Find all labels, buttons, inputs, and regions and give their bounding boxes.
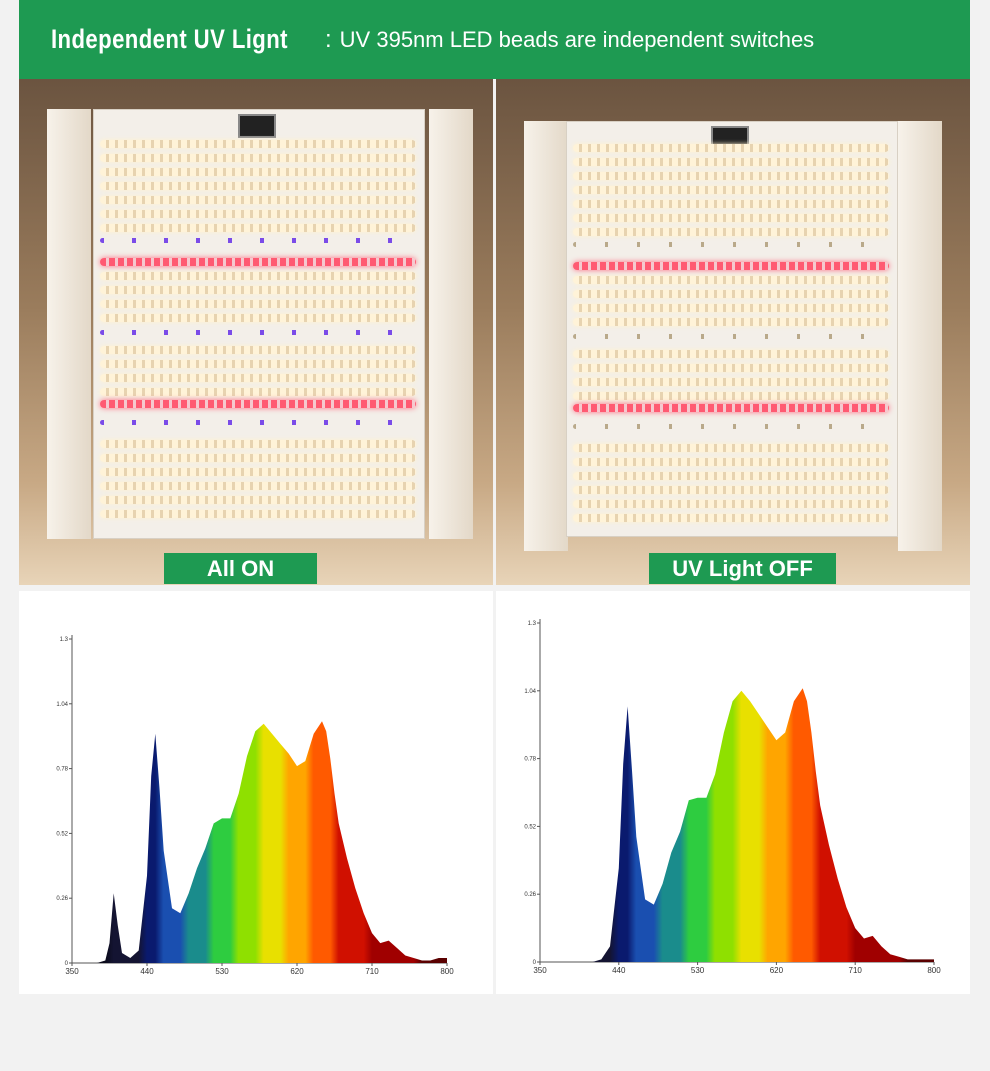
led-row-white: [573, 304, 889, 312]
x-tick-label: 620: [770, 966, 784, 975]
led-row-white: [573, 144, 889, 152]
spectrum-chart-all-on: 0 0.26 0.52 0.78 1.04 1.3 350 440 530 620 710 800: [56, 635, 454, 976]
x-tick-label: 530: [691, 966, 705, 975]
reflector-wing-right: [429, 109, 473, 539]
spectrum-area: [72, 721, 447, 963]
x-tick-label: 620: [290, 967, 304, 976]
banner-title: Independent UV Lignt: [51, 24, 288, 54]
reflector-wing-right: [898, 121, 942, 551]
led-row-white: [100, 510, 416, 518]
led-row-red: [100, 400, 416, 408]
led-row-white: [573, 214, 889, 222]
x-tick-label: 800: [927, 966, 941, 975]
header-banner: Independent UV Lignt : UV 395nm LED bead…: [19, 0, 970, 79]
led-row-white: [573, 186, 889, 194]
y-tick-label: 0.52: [56, 831, 68, 837]
led-row-white: [100, 468, 416, 476]
x-tick-label: 350: [533, 966, 547, 975]
led-row-white: [100, 154, 416, 162]
led-row-white: [100, 496, 416, 504]
led-row-white: [573, 472, 889, 480]
banner-separator: :: [325, 25, 332, 53]
led-row-uv: [100, 420, 416, 425]
led-row-white: [573, 392, 889, 400]
x-tick-label: 710: [365, 967, 379, 976]
x-tick-label: 350: [65, 967, 79, 976]
led-row-uv: [100, 238, 416, 243]
led-row-white: [100, 454, 416, 462]
led-row-white: [573, 378, 889, 386]
y-tick-label: 0.78: [56, 767, 68, 773]
y-tick-label: 1.04: [56, 702, 68, 708]
banner-subtitle: UV 395nm LED beads are independent switc…: [339, 26, 815, 52]
x-tick-label: 440: [612, 966, 626, 975]
spectrum-chart-panel-uv-off: 0 0.26 0.52 0.78 1.04 1.3 350 440 530 620 710 800: [496, 591, 970, 994]
y-tick-label: 1.3: [528, 621, 537, 627]
led-row-white: [100, 182, 416, 190]
spectrum-area: [540, 688, 934, 962]
led-row-white: [100, 360, 416, 368]
led-row-white: [573, 200, 889, 208]
led-row-white: [573, 444, 889, 452]
x-tick-label: 530: [215, 967, 229, 976]
x-tick-label: 440: [140, 967, 154, 976]
led-row-white: [573, 172, 889, 180]
y-tick-label: 0.78: [524, 757, 536, 763]
led-row-white: [100, 388, 416, 396]
y-tick-label: 0: [65, 961, 69, 967]
spectrum-chart-panel-all-on: 0 0.26 0.52 0.78 1.04 1.3 350 440 530 620 710 800: [19, 591, 493, 994]
power-connector: [238, 114, 276, 138]
led-row-white: [573, 158, 889, 166]
y-tick-label: 1.04: [524, 689, 536, 695]
led-row-white: [100, 314, 416, 322]
reflector-wing-left: [47, 109, 91, 539]
led-board: [93, 109, 425, 539]
led-board: [566, 121, 898, 537]
led-row-white: [100, 300, 416, 308]
led-row-uv: [100, 330, 416, 335]
y-tick-label: 0.26: [56, 896, 68, 902]
led-row-white: [100, 224, 416, 232]
led-row-uv: [573, 242, 889, 247]
led-row-red: [100, 258, 416, 266]
led-row-white: [100, 374, 416, 382]
led-row-white: [100, 482, 416, 490]
y-tick-label: 0.52: [524, 824, 536, 830]
led-row-red: [573, 404, 889, 412]
led-row-white: [100, 196, 416, 204]
label-all-on: All ON: [164, 553, 317, 584]
led-row-white: [573, 486, 889, 494]
led-row-white: [573, 276, 889, 284]
spectrum-chart-uv-off: 0 0.26 0.52 0.78 1.04 1.3 350 440 530 620 710 800: [524, 619, 941, 975]
led-row-white: [573, 500, 889, 508]
led-row-white: [573, 228, 889, 236]
led-row-white: [100, 140, 416, 148]
led-row-white: [100, 168, 416, 176]
y-tick-label: 1.3: [60, 637, 69, 643]
led-row-white: [100, 440, 416, 448]
led-row-red: [573, 262, 889, 270]
led-row-uv: [573, 424, 889, 429]
led-row-white: [100, 346, 416, 354]
led-row-white: [100, 286, 416, 294]
label-uv-off: UV Light OFF: [649, 553, 836, 584]
led-row-white: [573, 364, 889, 372]
x-tick-label: 710: [849, 966, 863, 975]
led-row-white: [573, 290, 889, 298]
led-board-photo-uv-off: [496, 79, 970, 585]
led-row-white: [573, 458, 889, 466]
x-tick-label: 800: [440, 967, 454, 976]
led-row-white: [573, 514, 889, 522]
led-row-white: [573, 318, 889, 326]
y-tick-label: 0: [533, 960, 537, 966]
led-row-white: [100, 210, 416, 218]
y-tick-label: 0.26: [524, 892, 536, 898]
led-row-uv: [573, 334, 889, 339]
led-row-white: [100, 272, 416, 280]
led-row-white: [573, 350, 889, 358]
led-board-photo-all-on: [19, 79, 493, 585]
reflector-wing-left: [524, 121, 568, 551]
